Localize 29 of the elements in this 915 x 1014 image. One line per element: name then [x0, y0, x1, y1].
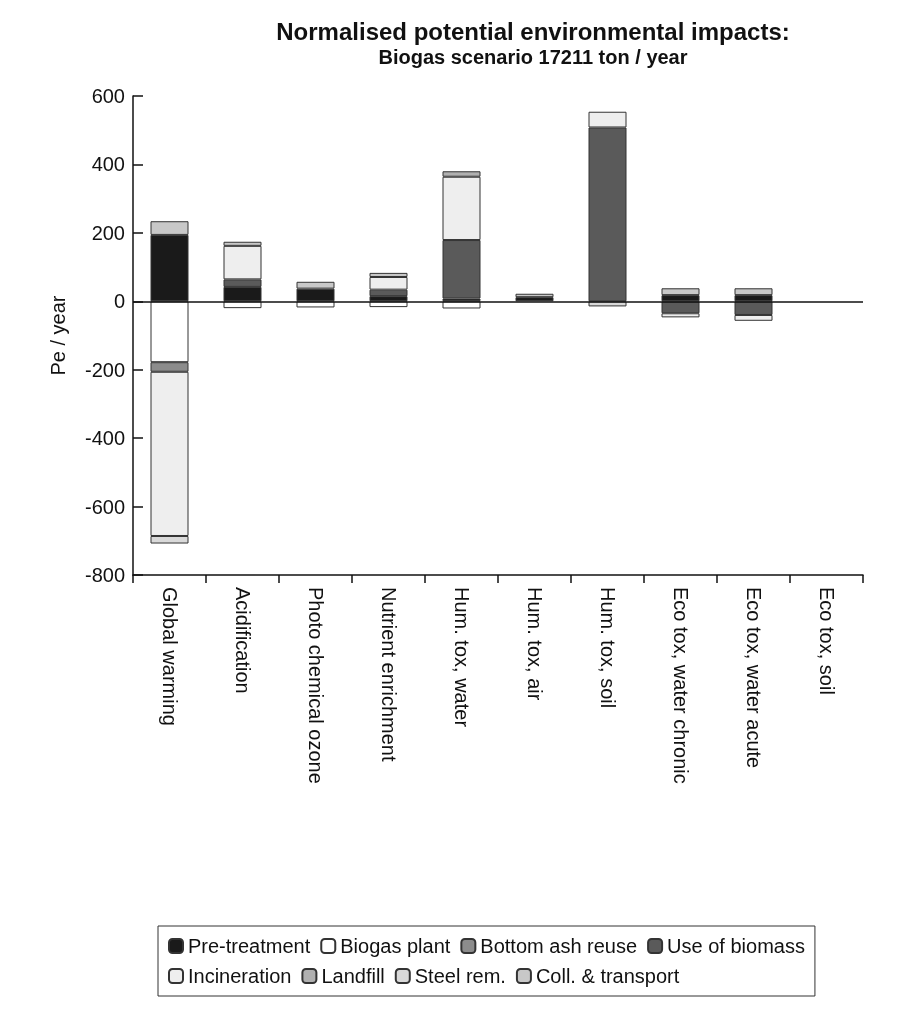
x-tick-label: Hum. tox, water — [450, 587, 473, 728]
y-tick-label: 200 — [91, 221, 125, 244]
chart-subtitle: Biogas scenario 17211 ton / year — [378, 46, 688, 68]
y-tick-label: -200 — [84, 358, 125, 381]
y-tick-label: 600 — [91, 85, 125, 107]
y-axis-title: Pe / year — [47, 295, 69, 376]
legend-label: Landfill — [321, 965, 385, 987]
y-tick-label: -600 — [84, 495, 125, 518]
x-tick-label: Hum. tox, air — [523, 587, 546, 701]
x-tick-label: Acidification — [231, 587, 254, 694]
x-tick-label: Eco tox, water chronic — [669, 587, 692, 784]
x-tick-label: Nutrient enrichment — [377, 587, 400, 762]
y-tick-label: 0 — [113, 290, 125, 313]
x-tick-label: Photo chemical ozone — [304, 587, 327, 784]
legend-label: Use of biomass — [667, 935, 805, 957]
x-tick-label: Eco tox, water acute — [742, 587, 765, 769]
legend-label: Steel rem. — [414, 965, 506, 987]
chart-title: Normalised potential environmental impacts: — [276, 17, 790, 45]
x-tick-label: Eco tox, soil — [815, 587, 838, 695]
x-tick-label: Global warming — [158, 587, 181, 726]
y-tick-label: -400 — [84, 427, 125, 450]
legend-label: Incineration — [188, 965, 292, 987]
legend-label: Bottom ash reuse — [480, 935, 638, 957]
y-tick-label: 400 — [91, 153, 125, 176]
x-tick-label: Hum. tox, soil — [596, 587, 619, 709]
y-tick-label: -800 — [84, 564, 125, 586]
legend-label: Pre-treatment — [188, 935, 311, 957]
legend-label: Coll. & transport — [535, 965, 680, 987]
legend-label: Biogas plant — [340, 935, 451, 957]
